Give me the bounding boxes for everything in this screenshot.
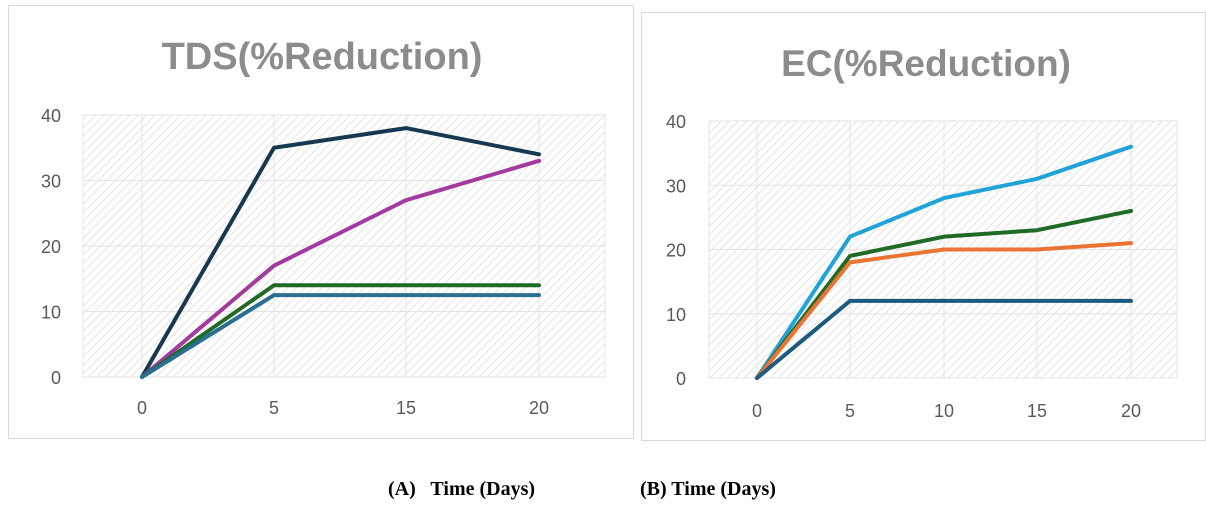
ec-x-tick-label: 20 bbox=[1121, 401, 1141, 421]
tds-y-tick-label: 40 bbox=[41, 106, 61, 126]
ec-x-tick-label: 0 bbox=[752, 401, 762, 421]
tds-y-tick-label: 20 bbox=[41, 237, 61, 257]
tds-x-tick-label: 20 bbox=[529, 398, 549, 418]
chart-panel-ec: EC(%Reduction) 0 10 20 30 40 0 5 10 15 20 bbox=[641, 12, 1206, 441]
ec-x-tick-label: 15 bbox=[1027, 401, 1047, 421]
ec-x-tick-label: 5 bbox=[845, 401, 855, 421]
tds-series-line-4 bbox=[140, 293, 541, 379]
ec-chart: EC(%Reduction) 0 10 20 30 40 0 5 10 15 20 bbox=[666, 43, 1178, 421]
tds-chart-title: TDS(%Reduction) bbox=[162, 36, 483, 78]
ec-x-tick-label: 10 bbox=[934, 401, 954, 421]
ec-series-line-3 bbox=[755, 241, 1133, 380]
ec-y-tick-label: 20 bbox=[666, 241, 686, 261]
caption-b: (B) Time (Days) bbox=[640, 478, 776, 500]
ec-y-tick-label: 0 bbox=[676, 369, 686, 389]
tds-chart: TDS(%Reduction) 0 10 20 30 40 0 5 15 20 bbox=[41, 36, 606, 418]
tds-series-line-2 bbox=[140, 158, 541, 379]
ec-y-tick-label: 10 bbox=[666, 305, 686, 325]
chart-panel-tds: TDS(%Reduction) 0 10 20 30 40 0 5 15 20 bbox=[8, 5, 634, 439]
ec-chart-title: EC(%Reduction) bbox=[781, 43, 1071, 84]
ec-series-line-1 bbox=[755, 144, 1133, 380]
tds-x-tick-label: 0 bbox=[137, 398, 147, 418]
tds-x-tick-label: 5 bbox=[269, 398, 279, 418]
tds-x-tick-label: 15 bbox=[396, 398, 416, 418]
ec-series-line-2 bbox=[755, 208, 1133, 380]
tds-y-tick-label: 0 bbox=[51, 368, 61, 388]
tds-y-tick-label: 10 bbox=[41, 303, 61, 323]
caption-a: (A) Time (Days) bbox=[388, 478, 536, 500]
ec-y-tick-label: 40 bbox=[666, 112, 686, 132]
tds-series-line-1 bbox=[140, 126, 541, 379]
ec-series-line-4 bbox=[755, 298, 1133, 380]
ec-y-tick-label: 30 bbox=[666, 176, 686, 196]
ec-plot-border bbox=[708, 120, 1178, 379]
tds-series-line-3 bbox=[140, 283, 541, 379]
tds-y-tick-label: 30 bbox=[41, 172, 61, 192]
tds-plot-border bbox=[82, 114, 606, 378]
